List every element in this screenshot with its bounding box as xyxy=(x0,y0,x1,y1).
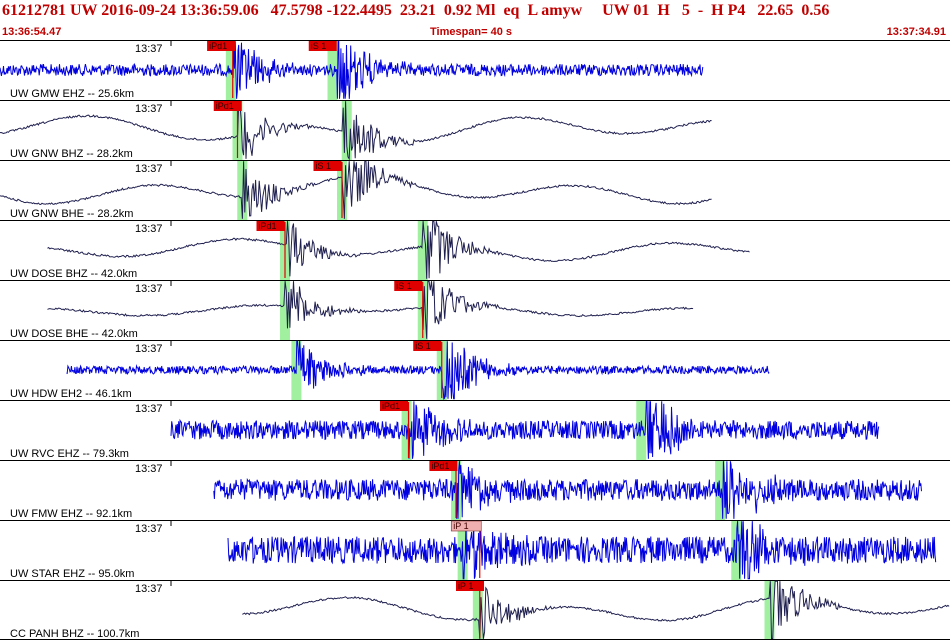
pick-window xyxy=(764,581,775,640)
time-label: 13:37 xyxy=(135,463,163,475)
trace-panel[interactable]: iP 1 13:37 CC PANH BHZ -- 100.7km xyxy=(0,580,950,640)
pick-flag[interactable] xyxy=(308,41,337,51)
pick-flag-label: iPd1 xyxy=(209,41,227,51)
trace-panel[interactable]: iPd1 13:37 UW RVC EHZ -- 79.3km xyxy=(0,400,950,461)
start-time: 13:36:54.47 xyxy=(2,26,62,38)
channel-label: UW RVC EHZ -- 79.3km xyxy=(10,448,129,460)
waveform xyxy=(242,580,950,640)
time-label: 13:37 xyxy=(135,583,163,595)
waveform xyxy=(47,280,694,339)
waveform xyxy=(66,340,770,400)
pick-window xyxy=(417,221,428,280)
waveform xyxy=(0,40,704,99)
pick-flag[interactable] xyxy=(313,161,342,171)
time-label: 13:37 xyxy=(135,523,163,535)
time-label: 13:37 xyxy=(135,43,163,55)
pick-window xyxy=(280,281,290,340)
pick-flag-label: iPd1 xyxy=(431,461,449,471)
channel-label: UW HDW EH2 -- 46.1km xyxy=(10,388,132,400)
pick-flag[interactable] xyxy=(207,41,236,51)
pick-flag[interactable] xyxy=(450,520,482,532)
pick-window xyxy=(327,41,338,100)
pick-flag-label: iPd1 xyxy=(259,221,277,231)
pick-flag-label: iP 1 xyxy=(453,521,468,531)
timespan: Timespan= 40 s xyxy=(430,26,513,38)
pick-flag[interactable] xyxy=(213,101,242,111)
event-header: 61212781 UW 2016-09-24 13:36:59.06 47.57… xyxy=(0,0,950,40)
pick-flag[interactable] xyxy=(256,221,285,231)
pick-window xyxy=(472,581,483,640)
trace-panel[interactable]: iS 1 13:37 UW GNW BHE -- 28.2km xyxy=(0,160,950,221)
trace-panel[interactable]: iP 1 13:37 UW STAR EHZ -- 95.0km xyxy=(0,520,950,581)
pick-flag-label: iS 1 xyxy=(396,281,412,291)
time-label: 13:37 xyxy=(135,103,163,115)
pick-window xyxy=(237,161,248,220)
trace-panel[interactable]: iPd1 13:37 UW DOSE BHZ -- 42.0km xyxy=(0,220,950,281)
pick-window xyxy=(636,401,647,460)
pick-flag[interactable] xyxy=(456,581,484,591)
pick-flag-label: iPd1 xyxy=(382,401,400,411)
waveform xyxy=(170,400,880,459)
waveform xyxy=(0,101,712,161)
time-label: 13:37 xyxy=(135,283,163,295)
pick-flag-label: iPd1 xyxy=(216,101,234,111)
channel-label: UW DOSE BHZ -- 42.0km xyxy=(10,268,137,280)
waveform xyxy=(47,220,750,279)
pick-flag[interactable] xyxy=(429,461,458,471)
time-label: 13:37 xyxy=(135,223,163,235)
time-label: 13:37 xyxy=(135,403,163,415)
channel-label: UW GNW BHZ -- 28.2km xyxy=(10,148,133,160)
waveform xyxy=(213,461,922,519)
pick-flag[interactable] xyxy=(413,341,442,351)
pick-flag[interactable] xyxy=(394,281,423,291)
pick-flag-label: iS 1 xyxy=(316,161,332,171)
event-summary: 61212781 UW 2016-09-24 13:36:59.06 47.57… xyxy=(2,2,830,19)
pick-flag-label: iS 1 xyxy=(311,41,327,51)
pick-flag[interactable] xyxy=(380,401,408,411)
trace-panel[interactable]: iPd1 13:37 UW GNW BHZ -- 28.2km xyxy=(0,100,950,161)
channel-label: UW DOSE BHE -- 42.0km xyxy=(10,328,138,340)
trace-panel[interactable]: iS 1 13:37 UW HDW EH2 -- 46.1km xyxy=(0,340,950,401)
channel-label: UW FMW EHZ -- 92.1km xyxy=(10,508,132,520)
pick-flag-label: iP 1 xyxy=(458,581,473,591)
trace-panel[interactable]: iPd1 iS 1 13:37 UW GMW EHZ -- 25.6km xyxy=(0,40,950,101)
pick-flag-label: iS 1 xyxy=(415,341,431,351)
waveform xyxy=(227,521,937,580)
time-label: 13:37 xyxy=(135,163,163,175)
channel-label: UW GMW EHZ -- 25.6km xyxy=(10,88,134,100)
waveform xyxy=(0,160,712,219)
channel-label: UW GNW BHE -- 28.2km xyxy=(10,208,133,220)
trace-panel[interactable]: iS 1 13:37 UW DOSE BHE -- 42.0km xyxy=(0,280,950,341)
end-time: 13:37:34.91 xyxy=(886,26,946,38)
trace-panel[interactable]: iPd1 13:37 UW FMW EHZ -- 92.1km xyxy=(0,460,950,521)
time-label: 13:37 xyxy=(135,343,163,355)
channel-label: UW STAR EHZ -- 95.0km xyxy=(10,568,134,580)
channel-label: CC PANH BHZ -- 100.7km xyxy=(10,628,139,640)
